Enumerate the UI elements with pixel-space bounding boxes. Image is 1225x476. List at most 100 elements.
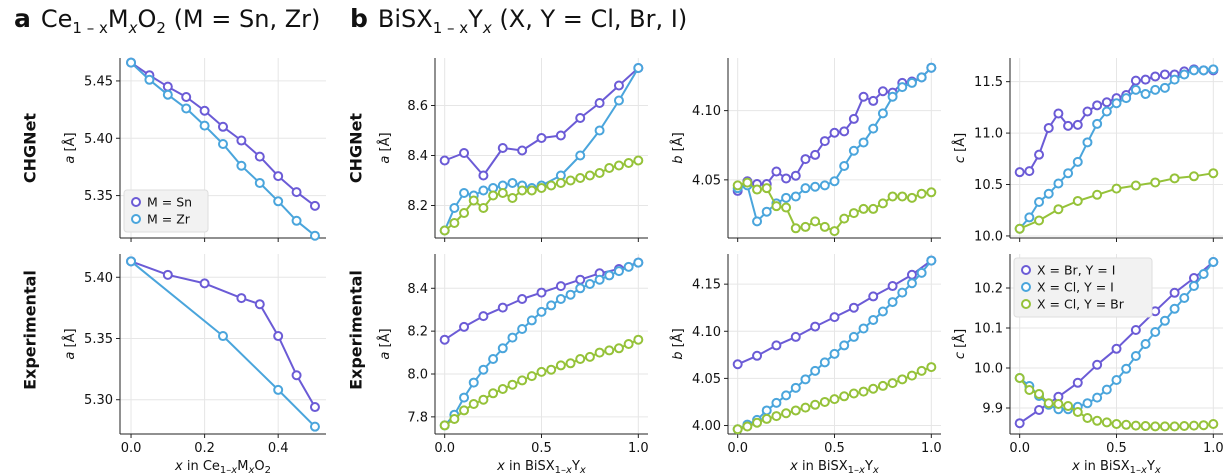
- y-tick-label: 4.00: [692, 419, 721, 434]
- data-point: [1140, 339, 1151, 349]
- data-point: [1179, 421, 1190, 431]
- data-point: [449, 414, 460, 424]
- legend-marker: [1021, 299, 1031, 309]
- data-point: [1053, 108, 1064, 119]
- data-point: [507, 178, 518, 188]
- data-point: [877, 198, 888, 209]
- data-point: [858, 323, 869, 334]
- data-point: [897, 287, 908, 298]
- data-point: [162, 81, 173, 92]
- data-point: [1072, 156, 1083, 167]
- data-point: [790, 331, 801, 342]
- data-point: [1188, 273, 1199, 283]
- data-point: [478, 311, 489, 322]
- y-tick-label: 11.5: [974, 75, 1003, 90]
- data-point: [604, 163, 615, 173]
- data-point: [790, 405, 801, 416]
- series-x-br-y-i: [439, 63, 644, 181]
- data-point: [633, 155, 644, 166]
- data-point: [800, 221, 811, 232]
- y-axis-label: a [Å]: [377, 132, 393, 163]
- data-point: [897, 374, 908, 385]
- data-point: [761, 413, 772, 424]
- data-point: [887, 91, 898, 102]
- legend-label: X = Cl, Y = I: [1037, 280, 1114, 295]
- data-point: [507, 379, 518, 390]
- panel-b-title: b BiSX1 – xYx (X, Y = Cl, Br, I): [350, 4, 688, 37]
- data-point: [623, 339, 634, 349]
- x-axis-label: x in Ce1–xMxO2: [174, 459, 271, 476]
- data-point: [236, 160, 247, 171]
- data-point: [555, 178, 566, 188]
- data-point: [126, 57, 137, 68]
- y-axis-label: c [Å]: [952, 329, 968, 359]
- data-point: [771, 397, 782, 408]
- data-point: [488, 190, 499, 201]
- data-point: [633, 334, 644, 345]
- data-point: [468, 195, 479, 206]
- data-point: [1169, 287, 1180, 298]
- data-point: [565, 358, 576, 369]
- data-point: [1159, 421, 1170, 432]
- data-point: [1043, 398, 1054, 409]
- x-axis-label: x in BiSX1–xYx: [789, 459, 879, 476]
- data-point: [1043, 122, 1054, 133]
- data-point: [459, 208, 470, 218]
- x-tick-label: 0.0: [434, 441, 455, 456]
- legend-marker: [131, 214, 141, 224]
- data-point: [829, 127, 840, 138]
- data-point: [887, 378, 898, 389]
- y-axis-label: a [Å]: [62, 328, 78, 359]
- data-point: [742, 421, 753, 432]
- x-tick-label: 0.4: [268, 441, 289, 456]
- data-point: [1188, 420, 1199, 431]
- data-point: [761, 206, 772, 217]
- data-point: [1150, 327, 1161, 337]
- data-point: [1101, 417, 1112, 428]
- data-point: [752, 350, 763, 361]
- data-point: [536, 133, 547, 143]
- series-line: [130, 61, 316, 207]
- data-point: [439, 334, 450, 345]
- data-point: [1014, 167, 1025, 178]
- data-point: [575, 354, 586, 364]
- series-m-zr: [126, 57, 320, 241]
- data-point: [877, 306, 888, 317]
- data-point: [1208, 257, 1219, 267]
- series-m-zr: [126, 256, 320, 432]
- data-point: [613, 343, 624, 354]
- legend-box: [123, 189, 209, 233]
- data-point: [439, 420, 450, 431]
- data-point: [1063, 168, 1074, 179]
- data-point: [1208, 419, 1219, 429]
- data-point: [800, 183, 811, 194]
- data-point: [1111, 183, 1122, 194]
- data-point: [478, 364, 489, 375]
- data-point: [468, 377, 479, 388]
- data-point: [781, 173, 792, 184]
- data-point: [877, 108, 888, 119]
- data-point: [1053, 399, 1064, 409]
- data-point: [829, 226, 840, 237]
- data-point: [848, 208, 859, 219]
- data-point: [800, 154, 811, 165]
- data-point: [800, 374, 811, 385]
- data-point: [236, 135, 247, 146]
- data-point: [1121, 363, 1132, 374]
- data-point: [162, 269, 173, 280]
- series-x-cl-y-i: [1014, 64, 1219, 234]
- data-point: [906, 370, 917, 381]
- data-point: [916, 365, 927, 376]
- y-tick-label: 8.4: [407, 149, 428, 164]
- data-point: [771, 201, 782, 212]
- series-line: [130, 260, 316, 428]
- data-point: [1082, 106, 1093, 117]
- data-point: [517, 324, 528, 334]
- data-point: [584, 170, 595, 181]
- data-point: [868, 203, 879, 214]
- panel-a-title: a Ce1 – xMxO2 (M = Sn, Zr): [14, 4, 321, 37]
- data-point: [916, 72, 927, 83]
- data-point: [810, 399, 821, 410]
- y-tick-label: 5.45: [84, 74, 113, 89]
- x-tick-label: 0.5: [531, 441, 552, 456]
